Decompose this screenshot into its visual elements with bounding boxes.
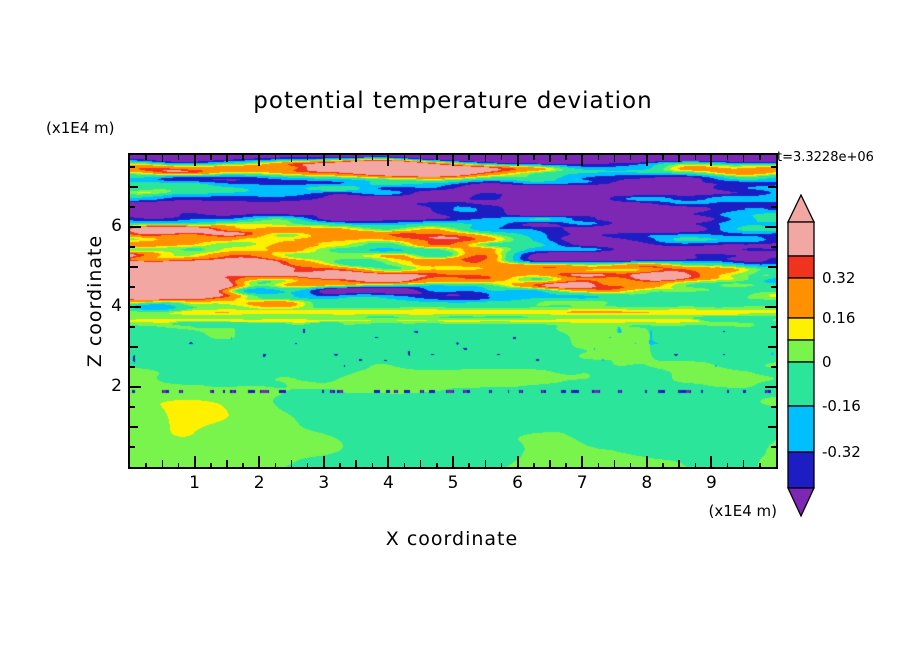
- colorbar-arrow-down: [786, 487, 816, 518]
- x-tick-label: 9: [705, 473, 717, 493]
- z-tick-labels: 2 4 6: [88, 155, 122, 467]
- colorbar-band-pink: [787, 221, 815, 257]
- x-tick-label: 4: [382, 473, 394, 493]
- plot-area: [128, 153, 778, 469]
- colorbar-tick-label: 0: [822, 353, 832, 371]
- colorbar-band-yellow: [787, 317, 815, 341]
- colorbar-band-sky-blue: [787, 405, 815, 453]
- z-tick-label: 6: [111, 216, 122, 236]
- x-tick-label: 5: [447, 473, 459, 493]
- x-tick-label: 6: [512, 473, 524, 493]
- x-tick-label: 8: [641, 473, 653, 493]
- chart-title: potential temperature deviation: [253, 88, 653, 114]
- colorbar-band-orange: [787, 277, 815, 319]
- colorbar-band-green-yellow: [787, 339, 815, 363]
- colorbar-band-spring-green: [787, 361, 815, 407]
- colorbar-graphic: [786, 193, 816, 518]
- heatmap-canvas: [130, 155, 776, 467]
- timestamp-label: t=3.3228e+06: [777, 150, 874, 165]
- colorbar-tick-label: 0.16: [822, 309, 856, 327]
- x-axis-title: X coordinate: [385, 528, 519, 550]
- z-tick-label: 2: [111, 376, 122, 396]
- colorbar-tick-label: -0.16: [822, 397, 861, 415]
- colorbar-tick-label: -0.32: [822, 443, 861, 461]
- x-tick-label: 3: [318, 473, 330, 493]
- x-tick-labels: 1 2 3 4 5 6 7 8 9: [130, 473, 776, 495]
- colorbar: [786, 193, 816, 522]
- x-axis-unit: (x1E4 m): [708, 502, 777, 520]
- x-tick-label: 2: [253, 473, 265, 493]
- z-axis-unit: (x1E4 m): [46, 119, 115, 137]
- colorbar-tick-label: 0.32: [822, 269, 856, 287]
- x-tick-label: 1: [189, 473, 201, 493]
- colorbar-band-dark-blue: [787, 451, 815, 489]
- colorbar-arrow-up: [786, 193, 816, 223]
- x-tick-label: 7: [576, 473, 588, 493]
- z-tick-label: 4: [111, 296, 122, 316]
- colorbar-band-red: [787, 255, 815, 279]
